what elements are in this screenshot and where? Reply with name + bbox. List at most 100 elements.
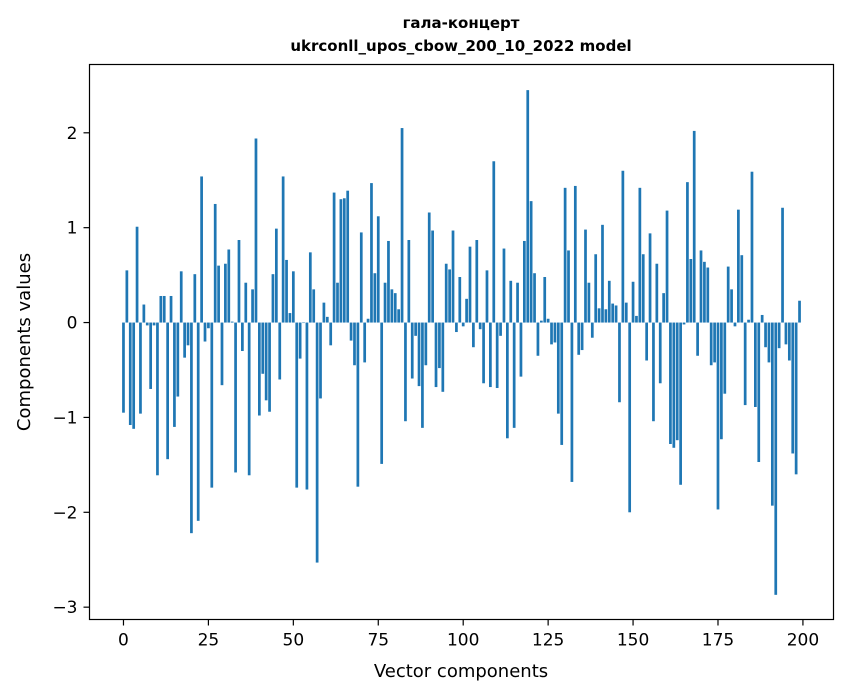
bar: [519, 322, 523, 377]
bar: [325, 316, 329, 323]
bar: [322, 302, 326, 323]
x-tick-label: 200: [787, 631, 819, 651]
bar: [512, 322, 516, 428]
x-axis-label: Vector components: [374, 661, 548, 682]
bar: [451, 230, 455, 323]
bar: [522, 240, 526, 323]
bar: [342, 198, 346, 323]
bar: [278, 322, 282, 380]
bar: [149, 322, 153, 389]
bar: [421, 322, 424, 428]
bar: [641, 254, 645, 323]
bar: [703, 261, 706, 323]
bar: [767, 322, 771, 363]
bar: [302, 322, 305, 324]
bar: [176, 322, 180, 397]
bar: [455, 322, 458, 333]
bar: [407, 240, 411, 323]
bar: [760, 314, 764, 323]
bar: [169, 295, 173, 323]
bar: [410, 322, 414, 379]
bar: [393, 293, 397, 323]
bar: [200, 176, 203, 323]
bar: [798, 300, 801, 323]
bar: [614, 305, 618, 323]
bar: [624, 302, 628, 323]
bar: [546, 318, 550, 323]
bar: [747, 319, 750, 323]
bar: [706, 267, 710, 323]
bar: [346, 190, 350, 323]
bar: [499, 322, 502, 336]
bar: [506, 322, 509, 439]
bar: [529, 201, 533, 323]
bar: [332, 192, 336, 323]
bar: [234, 322, 237, 473]
bar: [247, 322, 251, 476]
bar: [472, 322, 475, 348]
bar: [502, 248, 506, 323]
bar: [509, 280, 513, 323]
bar: [285, 259, 288, 323]
bar: [550, 322, 553, 345]
y-tick-label: −2: [52, 503, 77, 523]
bar: [186, 322, 190, 346]
bar: [366, 318, 370, 323]
bar: [268, 322, 271, 412]
x-tick-label: 0: [118, 631, 129, 651]
bar: [492, 161, 496, 323]
bar: [224, 263, 227, 323]
bar: [417, 322, 421, 387]
bar: [655, 263, 659, 323]
bar: [166, 322, 169, 460]
bar: [672, 322, 676, 448]
bar: [489, 322, 492, 388]
bar: [682, 322, 686, 325]
bar: [156, 322, 159, 476]
bar: [261, 322, 265, 374]
bar: [251, 289, 254, 323]
bar: [743, 322, 747, 406]
bar: [427, 212, 431, 323]
bar: [757, 322, 761, 463]
bar: [254, 138, 258, 323]
bar: [336, 282, 339, 323]
bar: [390, 289, 394, 323]
x-tick-label: 75: [367, 631, 389, 651]
bar: [638, 187, 642, 323]
bar: [577, 322, 581, 355]
bar: [560, 322, 564, 445]
bar: [227, 249, 231, 323]
bar: [244, 282, 248, 323]
bar: [135, 226, 139, 323]
bar: [604, 309, 608, 323]
bar: [217, 265, 220, 323]
bar: [424, 322, 428, 366]
bar: [662, 293, 665, 323]
bar: [584, 229, 587, 323]
bar: [475, 240, 479, 323]
bar: [601, 224, 604, 323]
x-tick-label: 100: [447, 631, 479, 651]
y-tick-label: 1: [67, 219, 78, 239]
bar: [709, 322, 713, 366]
bar: [356, 322, 360, 487]
bar: [444, 263, 448, 323]
bar: [264, 322, 268, 401]
bar: [319, 322, 322, 399]
y-tick-label: −3: [52, 598, 77, 618]
bar: [193, 274, 197, 323]
bar: [295, 322, 299, 488]
bar: [162, 295, 166, 323]
x-tick-label: 125: [532, 631, 564, 651]
y-tick-label: 2: [67, 124, 78, 144]
bar: [207, 322, 210, 329]
bar: [387, 240, 390, 323]
bar: [777, 322, 781, 349]
bar: [737, 209, 740, 323]
bar: [536, 322, 540, 356]
bar: [526, 90, 530, 323]
bar: [699, 250, 703, 323]
bar: [353, 322, 356, 366]
bar: [658, 322, 662, 384]
